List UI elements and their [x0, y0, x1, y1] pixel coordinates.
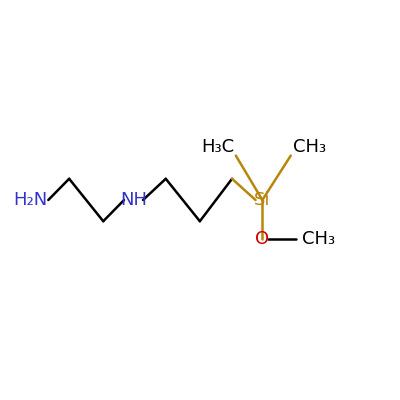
Text: H₃C: H₃C — [201, 138, 234, 156]
Text: O: O — [255, 230, 270, 248]
Text: Si: Si — [254, 191, 271, 209]
Text: H₂N: H₂N — [13, 191, 47, 209]
Text: CH₃: CH₃ — [302, 230, 335, 248]
Text: NH: NH — [120, 191, 147, 209]
Text: CH₃: CH₃ — [293, 138, 326, 156]
